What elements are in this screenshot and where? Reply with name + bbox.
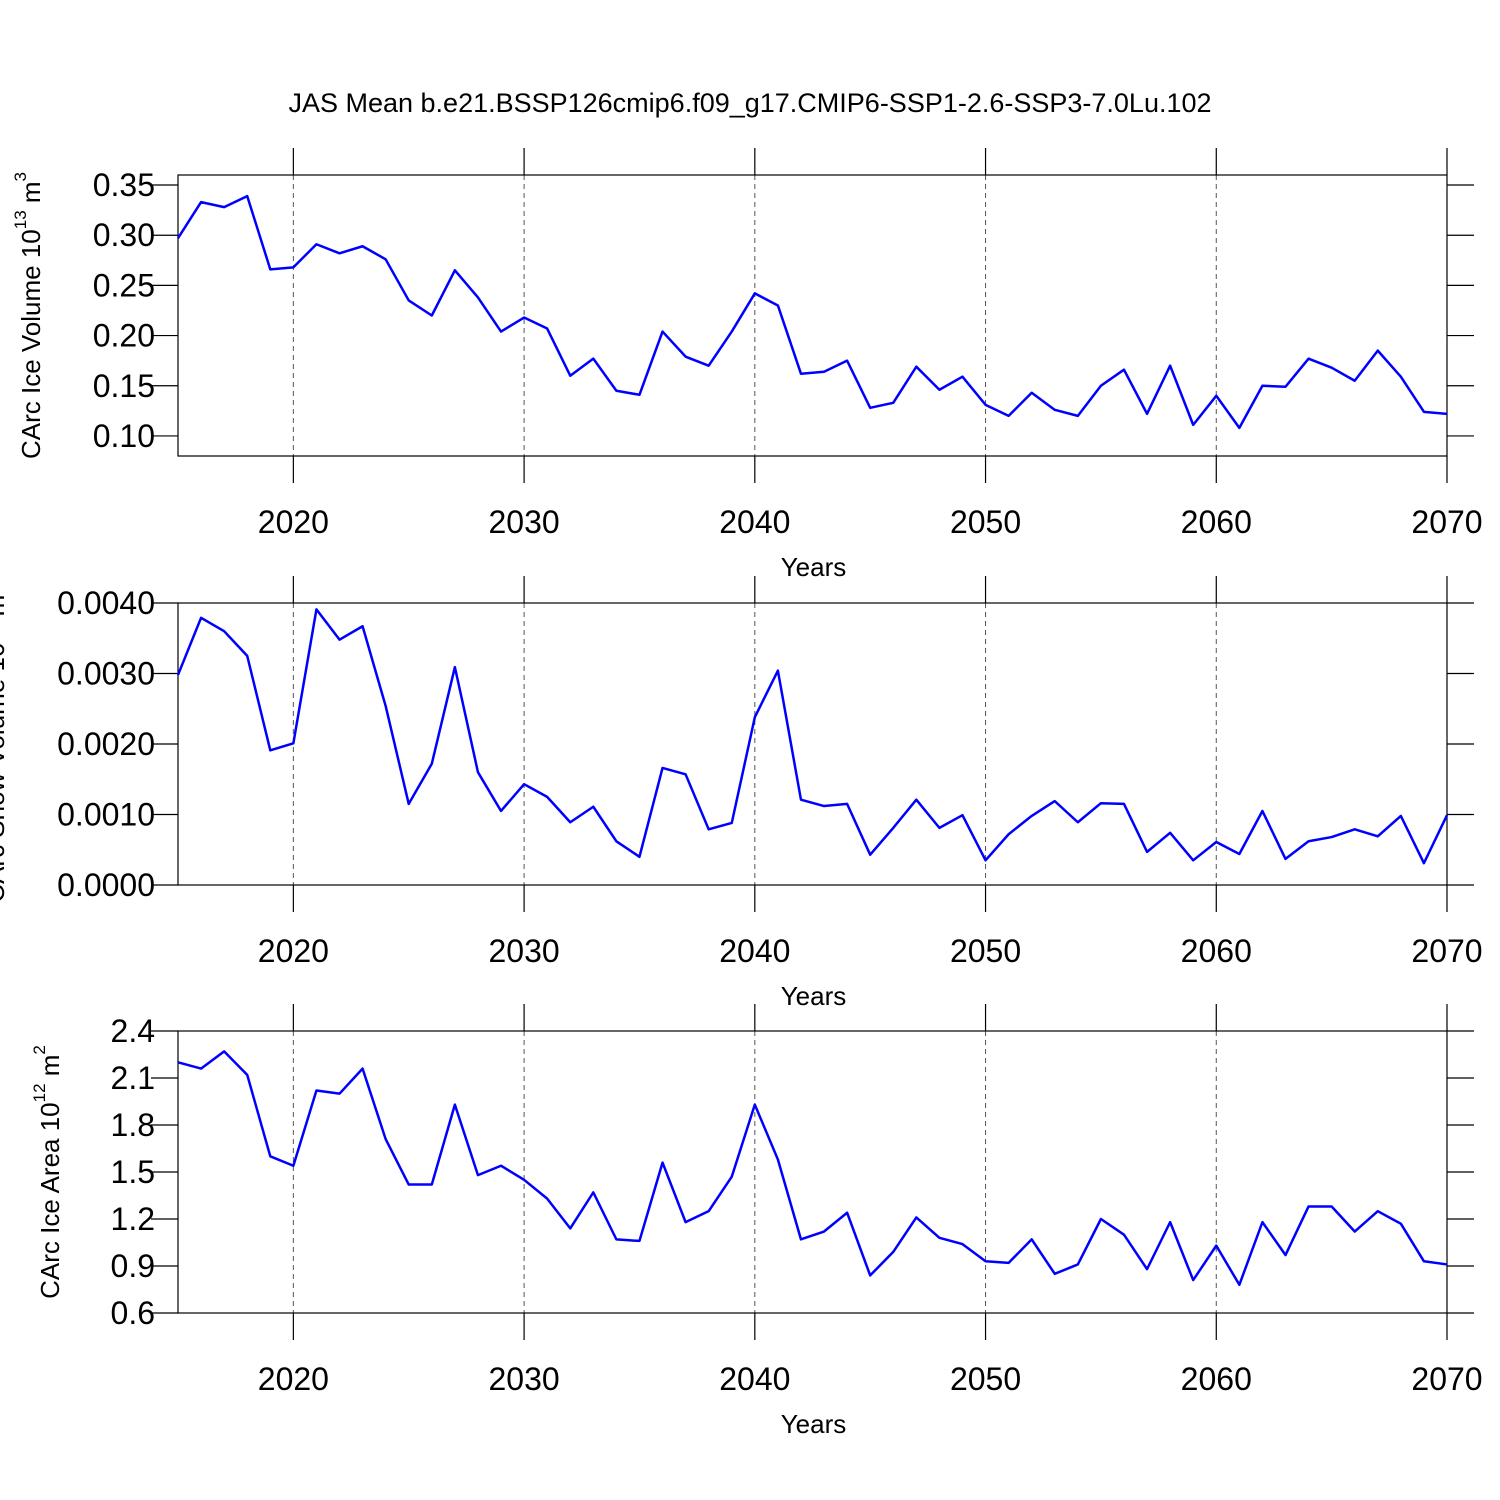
y-tick-label: 0.20: [93, 318, 155, 354]
x-tick-label: 2050: [950, 504, 1021, 540]
x-tick-label: 2050: [950, 933, 1021, 969]
x-tick-label: 2020: [258, 933, 329, 969]
x-tick-label: 2060: [1181, 933, 1252, 969]
y-axis-label-power: 12: [30, 1083, 49, 1102]
y-tick-label: 0.9: [111, 1248, 155, 1284]
chart-title: JAS Mean b.e21.BSSP126cmip6.f09_g17.CMIP…: [288, 88, 1211, 118]
y-tick-label: 0.10: [93, 418, 155, 454]
x-axis-label: Years: [781, 981, 847, 1011]
y-tick-label: 0.6: [111, 1295, 155, 1331]
y-tick-label: 0.0030: [57, 656, 155, 692]
y-axis-label-unit-power: 2: [30, 1045, 49, 1054]
x-tick-label: 2060: [1181, 1361, 1252, 1397]
data-line: [176, 194, 1448, 430]
y-tick-label: 0.35: [93, 167, 155, 203]
y-tick-label: 0.0010: [57, 797, 155, 833]
y-axis-label-text: CArc Snow Volume 10: [0, 643, 10, 903]
x-tick-label: 2020: [258, 504, 329, 540]
y-tick-label: 0.0040: [57, 585, 155, 621]
y-tick-label: 1.2: [111, 1201, 155, 1237]
y-tick-label: 1.5: [111, 1154, 155, 1190]
x-tick-label: 2070: [1411, 1361, 1482, 1397]
y-axis-label: CArc Ice Volume 1013 m3: [11, 172, 45, 459]
y-axis-label-unit: m: [0, 595, 10, 624]
data-line: [177, 1050, 1448, 1287]
y-tick-label: 1.8: [111, 1107, 155, 1143]
y-axis-label: CArc Snow Volume 1013 m3: [0, 585, 10, 902]
x-tick-label: 2020: [258, 1361, 329, 1397]
y-tick-label: 0.15: [93, 368, 155, 404]
x-tick-label: 2050: [950, 1361, 1021, 1397]
y-tick-label: 0.30: [93, 217, 155, 253]
x-axis-label: Years: [781, 552, 847, 582]
y-axis-label: CArc Ice Area 1012 m2: [30, 1045, 64, 1299]
y-axis-label-unit-power: 3: [11, 172, 30, 181]
plot-frame: [177, 602, 1448, 886]
x-tick-label: 2070: [1411, 504, 1482, 540]
x-tick-label: 2040: [719, 1361, 790, 1397]
plot-frame: [177, 1030, 1448, 1314]
y-axis-label-unit: m: [16, 181, 46, 210]
y-tick-label: 2.1: [111, 1060, 155, 1096]
y-tick-label: 2.4: [111, 1013, 155, 1049]
y-axis-label-power: 13: [11, 210, 30, 229]
y-tick-label: 0.0000: [57, 867, 155, 903]
x-tick-label: 2040: [719, 504, 790, 540]
plot-frame: [177, 174, 1448, 457]
y-axis-label-text: CArc Ice Area 10: [35, 1102, 65, 1299]
x-tick-label: 2060: [1181, 504, 1252, 540]
y-tick-label: 0.0020: [57, 726, 155, 762]
x-tick-label: 2030: [488, 1361, 559, 1397]
x-tick-label: 2030: [488, 504, 559, 540]
x-axis-label: Years: [781, 1409, 847, 1439]
x-tick-label: 2070: [1411, 933, 1482, 969]
x-tick-label: 2030: [488, 933, 559, 969]
y-axis-label-text: CArc Ice Volume 10: [16, 229, 46, 459]
data-line: [176, 608, 1449, 865]
y-tick-label: 0.25: [93, 267, 155, 303]
y-axis-label-unit: m: [35, 1055, 65, 1084]
x-tick-label: 2040: [719, 933, 790, 969]
